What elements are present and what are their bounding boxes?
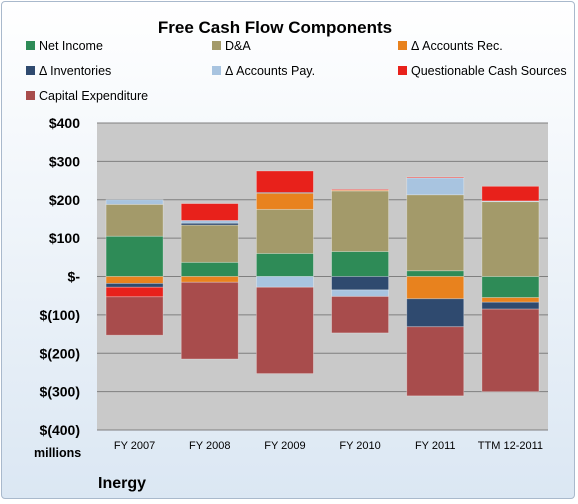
legend-swatch bbox=[398, 66, 407, 75]
bar-segment bbox=[406, 326, 465, 397]
y-tick-label: $- bbox=[68, 269, 81, 285]
bar-segment bbox=[406, 298, 465, 328]
bar-segment bbox=[105, 286, 164, 298]
bar-segment bbox=[180, 224, 239, 263]
legend-swatch bbox=[26, 66, 35, 75]
bar-segment bbox=[180, 261, 239, 277]
legend-swatch bbox=[212, 41, 221, 50]
x-tick-label: FY 2007 bbox=[114, 440, 155, 452]
bar-segment bbox=[256, 208, 314, 254]
bar-segment bbox=[180, 220, 239, 224]
x-tick-label: TTM 12-2011 bbox=[478, 440, 543, 452]
x-tick-label: FY 2008 bbox=[189, 440, 230, 452]
x-tick-label: FY 2010 bbox=[339, 440, 380, 452]
legend-label: Δ Accounts Pay. bbox=[225, 64, 315, 78]
bar-segment bbox=[331, 190, 389, 252]
legend-label: Δ Accounts Rec. bbox=[411, 39, 503, 53]
y-tick-label: $(400) bbox=[40, 422, 80, 438]
bar-segment bbox=[406, 176, 465, 179]
bar-segment bbox=[180, 276, 239, 283]
x-tick-label: FY 2011 bbox=[415, 440, 456, 452]
bar-segment bbox=[105, 296, 164, 336]
chart-title: Free Cash Flow Components bbox=[158, 18, 392, 37]
bar-segment bbox=[406, 270, 465, 277]
bar-segment bbox=[256, 192, 314, 210]
y-tick-label: $100 bbox=[49, 230, 80, 246]
bar-segment bbox=[481, 308, 540, 393]
x-tick-label: FY 2009 bbox=[264, 440, 305, 452]
y-tick-label: $400 bbox=[49, 115, 80, 131]
bar-segment bbox=[406, 177, 465, 196]
y-tick-label: $(300) bbox=[40, 384, 80, 400]
bar-segment bbox=[180, 203, 239, 221]
bar-segment bbox=[256, 253, 314, 277]
legend-swatch bbox=[398, 41, 407, 50]
bar-segment bbox=[481, 297, 540, 303]
legend-label: D&A bbox=[225, 39, 251, 53]
gridlines bbox=[97, 122, 548, 431]
legend-swatch bbox=[26, 91, 35, 100]
legend-label: Δ Inventories bbox=[39, 64, 111, 78]
bar-segment bbox=[331, 188, 389, 191]
bar-segment bbox=[331, 296, 389, 334]
bar-segment bbox=[331, 251, 389, 277]
y-tick-label: $300 bbox=[49, 153, 80, 169]
bar-segment bbox=[481, 201, 540, 277]
bar-segment bbox=[481, 301, 540, 310]
bar-segment bbox=[105, 276, 164, 284]
bar-segment bbox=[481, 276, 540, 299]
bar-segment bbox=[105, 235, 164, 277]
bar-segment bbox=[406, 194, 465, 272]
company-name: Inergy bbox=[98, 475, 146, 492]
legend-swatch bbox=[212, 66, 221, 75]
legend-swatch bbox=[26, 41, 35, 50]
legend-label: Net Income bbox=[39, 39, 103, 53]
y-axis: $400 $300 $200 $100 $- $(100) $(200) $(300) $(40… bbox=[40, 115, 81, 438]
bars bbox=[105, 170, 540, 397]
bar-segment bbox=[256, 276, 314, 288]
bar-segment bbox=[331, 276, 389, 291]
unit-label: millions bbox=[34, 446, 81, 460]
bar-segment bbox=[481, 185, 540, 202]
bar-segment bbox=[256, 170, 314, 193]
bar-segment bbox=[105, 199, 164, 205]
y-tick-label: $(100) bbox=[40, 307, 80, 323]
y-tick-label: $(200) bbox=[40, 345, 80, 361]
bar-segment bbox=[180, 281, 239, 360]
bar-segment bbox=[406, 276, 465, 300]
bar-segment bbox=[256, 286, 314, 374]
legend: Net Income D&A Δ Accounts Rec. Δ Inventorie… bbox=[26, 39, 567, 103]
bar-segment bbox=[105, 203, 164, 237]
legend-label: Questionable Cash Sources bbox=[411, 64, 567, 78]
x-axis: FY 2007 FY 2008 FY 2009 FY 2010 FY 2011 TTM 1… bbox=[114, 440, 543, 452]
bar-segment bbox=[105, 283, 164, 288]
legend-label: Capital Expenditure bbox=[39, 89, 148, 103]
y-tick-label: $200 bbox=[49, 192, 80, 208]
bar-segment bbox=[331, 289, 389, 297]
